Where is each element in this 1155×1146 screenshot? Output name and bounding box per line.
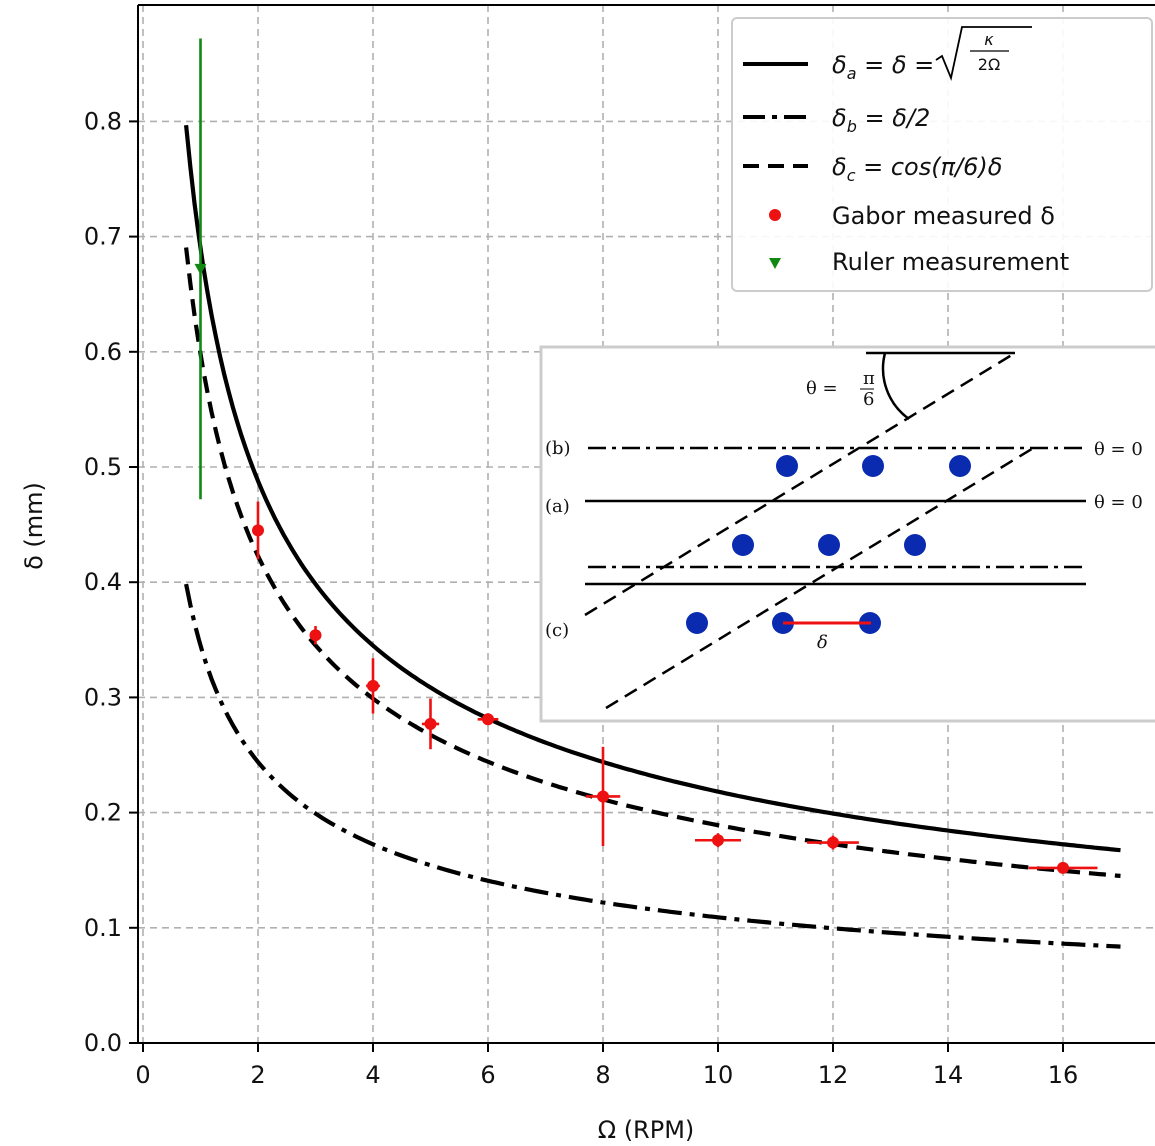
x-tick-label: 14 (933, 1061, 964, 1089)
inset-theta-num: π (863, 368, 875, 389)
inset-label-b: (b) (545, 438, 571, 459)
x-axis-label: Ω (RPM) (598, 1116, 695, 1144)
inset-line-c2 (605, 445, 1036, 710)
y-tick-label: 0.6 (84, 338, 122, 366)
y-axis-label: δ (mm) (20, 482, 48, 570)
inset-dot (686, 612, 708, 634)
x-tick-label: 2 (250, 1061, 265, 1089)
legend-sqrt-sign (935, 26, 1032, 82)
curve-dashdot (184, 583, 1121, 949)
gabor-point (712, 834, 724, 847)
inset-dot (776, 455, 798, 477)
inset-dot (818, 534, 840, 556)
gabor-point (1057, 861, 1069, 874)
y-tick-label: 0.4 (84, 568, 122, 596)
inset-dot (904, 534, 926, 556)
gabor-point (424, 717, 437, 730)
x-tick-label: 8 (595, 1061, 610, 1089)
inset-label-c: (c) (545, 620, 569, 641)
x-tick-label: 16 (1048, 1061, 1079, 1089)
legend-label-delta-a: δa = δ = (832, 51, 934, 83)
inset-dot (732, 534, 754, 556)
inset-delta-label: δ (817, 632, 828, 653)
gabor-point (309, 629, 322, 642)
inset-frame (539, 345, 1155, 723)
legend-frame (731, 17, 1153, 292)
curve-dashed (184, 247, 1121, 878)
inset-theta-zero-a: θ = 0 (1094, 492, 1143, 513)
gabor-point (482, 713, 494, 726)
theory-curves (184, 124, 1121, 949)
x-tick-label: 12 (818, 1061, 849, 1089)
inset-dot (862, 455, 884, 477)
legend-label-delta-c: δc = cos(π/6)δ (832, 153, 1002, 185)
gabor-point (597, 790, 609, 803)
x-tick-label: 10 (703, 1061, 734, 1089)
legend-sqrt-kappa: κ (984, 30, 994, 49)
x-tick-label: 4 (365, 1061, 380, 1089)
gabor-point (367, 679, 379, 692)
inset-theta-label: θ = (806, 378, 838, 399)
y-tick-label: 0.0 (84, 1029, 122, 1057)
inset-theta-zero-b: θ = 0 (1094, 439, 1143, 460)
gabor-point (827, 836, 839, 849)
y-tick-label: 0.1 (84, 914, 122, 942)
ruler-point (194, 263, 207, 275)
y-tick-label: 0.8 (84, 107, 122, 135)
curve-solid (184, 124, 1121, 853)
legend-label-gabor: Gabor measured δ (832, 202, 1055, 230)
ticks: 0 2 4 6 8 10 12 14 16 0.0 0.1 0.2 0.3 0.4 0.5 0.6 0.7 0.8 (84, 107, 1078, 1089)
inset-label-a: (a) (545, 496, 570, 517)
inset-theta-den: 6 (863, 389, 874, 410)
measured-points (194, 38, 1098, 874)
y-tick-label: 0.2 (84, 799, 122, 827)
inset-diagram: (b) (a) (c) θ = π 6 θ = 0 θ = 0 δ (539, 345, 1155, 723)
inset-dot (949, 455, 971, 477)
legend: δa = δ = κ 2Ω δb = δ/2 δc = cos(π/6)δ Ga… (731, 17, 1153, 292)
legend-ruler-marker (769, 258, 781, 269)
legend-sqrt-den: 2Ω (978, 55, 1000, 74)
y-tick-label: 0.3 (84, 683, 122, 711)
y-tick-label: 0.5 (84, 453, 122, 481)
legend-label-ruler: Ruler measurement (832, 248, 1069, 276)
x-tick-label: 0 (135, 1061, 150, 1089)
inset-theta-arc (881, 352, 910, 421)
legend-gabor-marker (769, 209, 781, 221)
gabor-point (252, 524, 264, 537)
inset-dots (686, 455, 971, 634)
inset-line-c1 (584, 351, 1016, 617)
y-tick-label: 0.7 (84, 223, 122, 251)
x-tick-label: 6 (480, 1061, 495, 1089)
